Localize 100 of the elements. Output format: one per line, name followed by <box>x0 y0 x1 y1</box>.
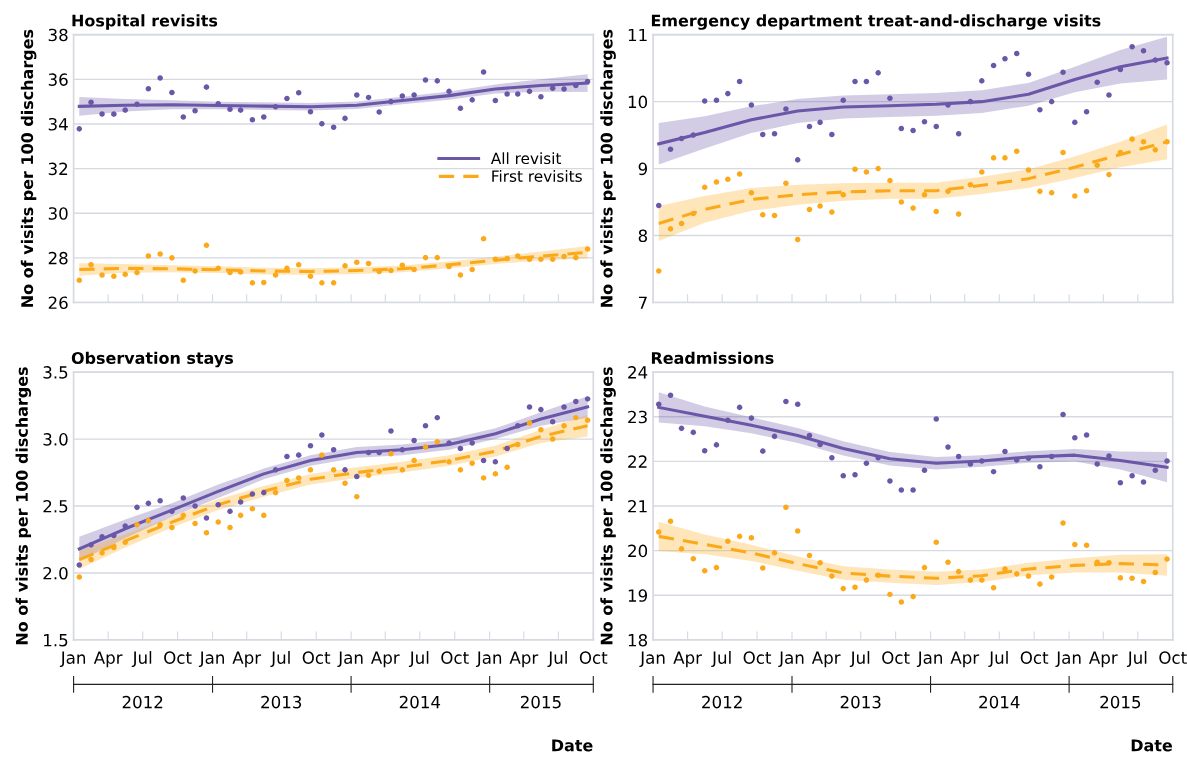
point <box>875 165 881 172</box>
point <box>388 98 394 105</box>
point <box>990 584 997 591</box>
point <box>573 414 579 421</box>
point <box>307 442 314 449</box>
y-axis-title: No of visits per 100 discharges <box>600 29 616 307</box>
point <box>295 89 302 96</box>
point <box>1002 155 1008 161</box>
x-tick-label: Apr <box>509 651 539 668</box>
point <box>192 268 198 274</box>
point <box>538 256 544 262</box>
point <box>1129 136 1135 142</box>
point <box>549 256 556 262</box>
point <box>180 512 187 519</box>
y-tick-label: 32 <box>48 162 68 176</box>
point <box>1083 542 1090 549</box>
point <box>330 447 337 453</box>
chart-title: Emergency department treat-and-discharge visits <box>651 14 1101 30</box>
x2-tick-label: 2014 <box>979 695 1020 709</box>
point <box>794 157 801 163</box>
point <box>713 97 720 104</box>
point <box>365 472 372 479</box>
y-tick-label: 10 <box>628 95 648 109</box>
x2-tick-label: 2013 <box>840 695 881 709</box>
point <box>1117 575 1124 581</box>
point <box>307 467 314 473</box>
point <box>678 425 685 432</box>
point <box>111 532 117 539</box>
point <box>157 75 163 81</box>
point <box>492 97 499 104</box>
point <box>910 487 916 493</box>
point <box>1025 455 1032 462</box>
line-series <box>657 56 1169 146</box>
point <box>561 86 567 92</box>
x-tick-label: Apr <box>811 651 841 668</box>
y-tick-label: 7 <box>638 296 647 309</box>
point <box>122 271 128 278</box>
point <box>88 556 94 563</box>
point <box>469 266 475 273</box>
point <box>388 451 394 457</box>
point <box>538 93 544 100</box>
point <box>203 84 210 90</box>
point <box>88 99 94 106</box>
point <box>342 263 348 269</box>
point <box>990 468 997 475</box>
point <box>713 564 720 571</box>
point <box>655 529 662 535</box>
point <box>690 555 697 562</box>
point <box>1060 411 1066 418</box>
point <box>504 91 510 97</box>
point <box>388 267 394 274</box>
point <box>88 262 94 268</box>
y-tick-label: 3.0 <box>43 433 68 446</box>
y-axis-title: No of visits per 100 discharges <box>600 367 616 645</box>
point <box>1072 434 1078 441</box>
point <box>829 209 835 215</box>
point <box>852 166 858 173</box>
point <box>76 562 83 568</box>
point <box>979 169 985 175</box>
point <box>422 254 429 261</box>
point <box>203 515 210 521</box>
point <box>411 437 417 444</box>
point <box>573 254 579 261</box>
point <box>1072 119 1078 126</box>
point <box>655 268 662 274</box>
point <box>1060 149 1066 156</box>
point <box>272 467 279 473</box>
y-tick-label: 26 <box>48 296 68 310</box>
point <box>1037 581 1043 587</box>
point <box>514 91 521 97</box>
point <box>492 471 499 477</box>
point <box>690 429 697 436</box>
point <box>584 246 591 252</box>
point <box>422 444 429 450</box>
point <box>725 538 731 545</box>
point <box>1083 432 1090 438</box>
point <box>667 518 674 524</box>
point <box>863 460 870 466</box>
point <box>794 528 801 534</box>
point <box>990 62 997 69</box>
point <box>759 565 766 571</box>
y-tick-label: 23 <box>628 410 647 424</box>
point <box>1037 188 1043 195</box>
point <box>111 111 117 117</box>
point <box>446 440 452 446</box>
point <box>422 422 429 429</box>
x-tick-label: Jan <box>1055 651 1081 668</box>
point <box>549 418 556 425</box>
point <box>434 438 441 445</box>
point <box>469 440 475 446</box>
x-tick-label: Apr <box>1089 651 1118 668</box>
point <box>806 123 813 130</box>
point <box>933 416 940 422</box>
y-tick-label: 8 <box>638 229 648 243</box>
point <box>330 280 337 286</box>
point <box>955 131 962 137</box>
legend-label: All revisit <box>490 152 562 165</box>
point <box>434 78 441 84</box>
x-axis-title: Date <box>1131 739 1172 752</box>
point <box>736 404 743 411</box>
